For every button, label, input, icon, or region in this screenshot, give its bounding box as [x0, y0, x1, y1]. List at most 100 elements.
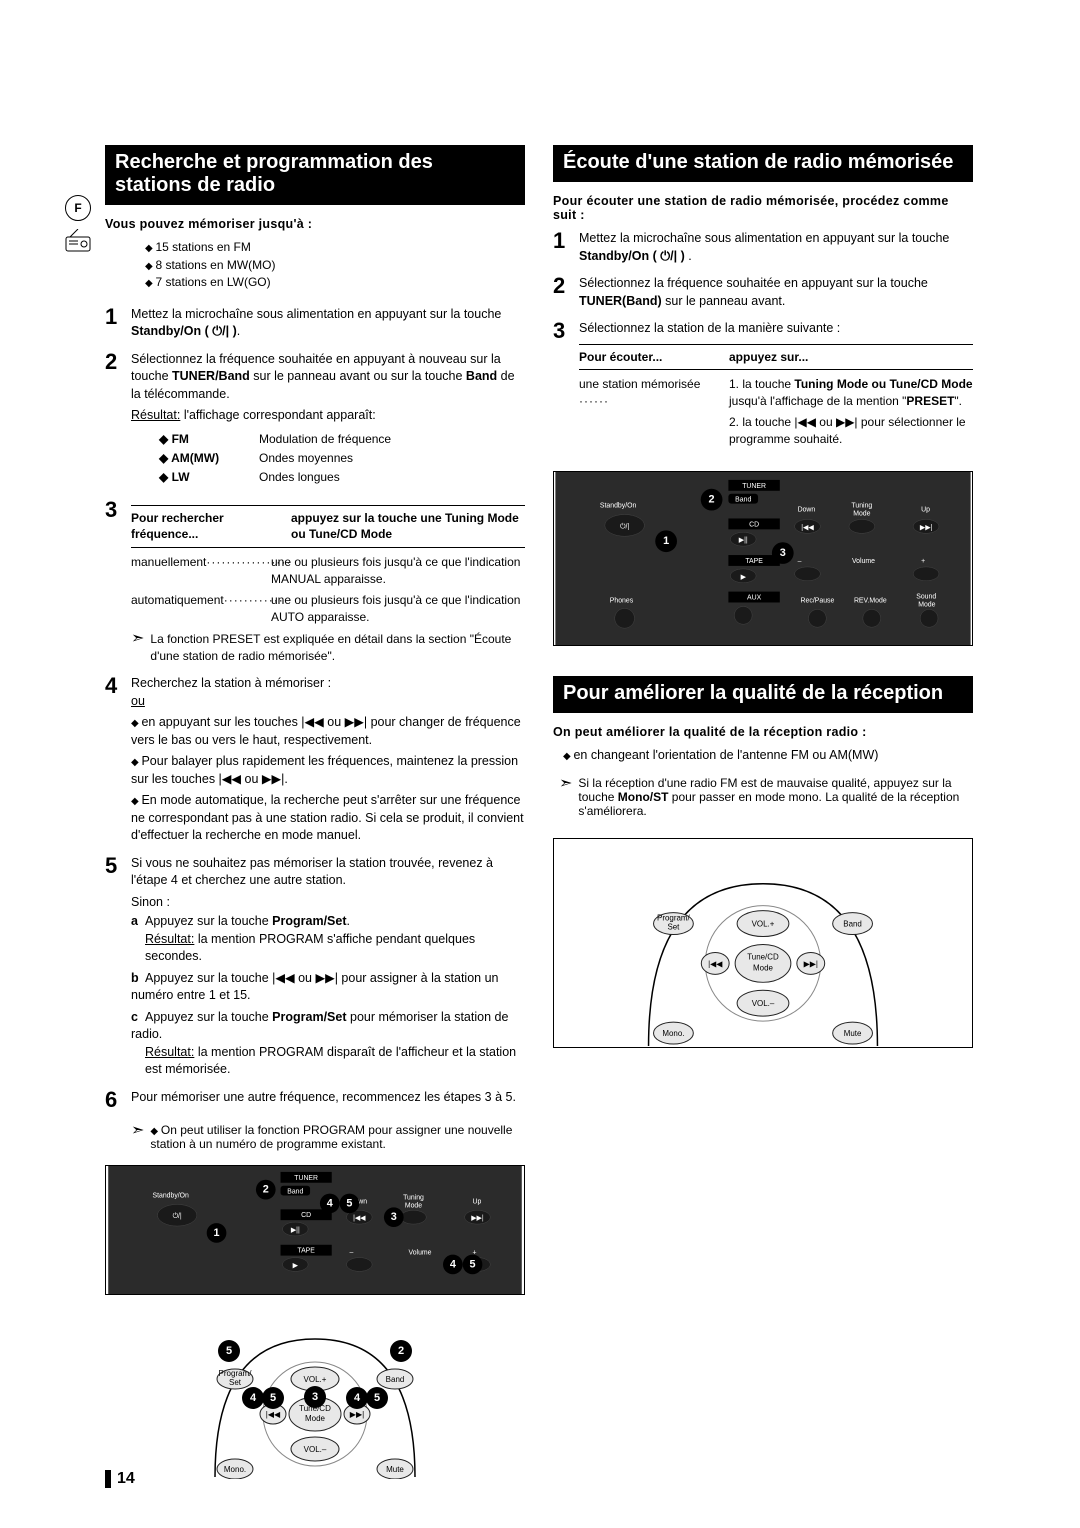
svg-text:3: 3: [312, 1391, 318, 1403]
svg-text:5: 5: [226, 1345, 232, 1357]
col-header: Pour rechercher fréquence...: [131, 510, 291, 544]
svg-text:Mode: Mode: [853, 511, 870, 518]
svg-text:REV.Mode: REV.Mode: [854, 598, 887, 605]
step-bold: Standby/On ( ⏻/| ): [131, 324, 237, 338]
col-header: Pour écouter...: [579, 349, 729, 366]
svg-text:Rec/Pause: Rec/Pause: [801, 598, 835, 605]
svg-text:5: 5: [346, 1197, 352, 1209]
t: Mettez la microchaîne sous alimentation …: [579, 231, 949, 245]
capacity-item: 8 stations en MW(MO): [145, 257, 525, 275]
t: sur le panneau avant ou sur la touche: [250, 369, 466, 383]
result-label: Résultat:: [131, 408, 180, 422]
step-number: 3: [105, 499, 131, 665]
svg-text:VOL.+: VOL.+: [304, 1375, 327, 1384]
k: une station mémorisée: [579, 377, 700, 391]
t: Sélectionnez la fréquence souhaitée en a…: [579, 276, 928, 290]
t: Pour mémoriser une autre fréquence, reco…: [131, 1089, 525, 1111]
svg-text:TAPE: TAPE: [297, 1247, 315, 1254]
svg-text:Program/: Program/: [657, 914, 690, 923]
step-number: 1: [553, 230, 579, 265]
svg-text:4: 4: [354, 1392, 361, 1404]
svg-text:5: 5: [270, 1392, 276, 1404]
col-header: appuyez sur...: [729, 349, 973, 366]
t: ou: [131, 693, 525, 711]
svg-text:1: 1: [663, 536, 669, 548]
svg-text:Tune/CD: Tune/CD: [747, 953, 779, 962]
svg-text:AUX: AUX: [747, 595, 762, 602]
svg-text:VOL.–: VOL.–: [304, 1445, 327, 1454]
svg-text:▶▶|: ▶▶|: [804, 960, 818, 969]
t: 1. la touche: [729, 377, 794, 391]
t: Sinon :: [131, 894, 525, 912]
step-6: 6 Pour mémoriser une autre fréquence, re…: [105, 1089, 525, 1111]
capacity-item: 7 stations en LW(GO): [145, 274, 525, 292]
svg-text:Set: Set: [229, 1378, 242, 1387]
step-4: 4 Recherchez la station à mémoriser : ou…: [105, 675, 525, 845]
svg-text:▶▶|: ▶▶|: [920, 525, 933, 532]
remote-figure-left: VOL.+ VOL.– Tune/CDMode |◀◀ ▶▶| Program/…: [105, 1309, 525, 1479]
v: une ou plusieurs fois jusqu'à ce que l'i…: [271, 554, 525, 588]
svg-text:VOL.+: VOL.+: [752, 920, 775, 929]
svg-text:▶▶|: ▶▶|: [471, 1215, 484, 1222]
step-text: Mettez la microchaîne sous alimentation …: [131, 307, 501, 321]
intro-text: Pour écouter une station de radio mémori…: [553, 194, 973, 222]
r-step-2: 2 Sélectionnez la fréquence souhaitée en…: [553, 275, 973, 310]
note-arrow-icon: ➣: [559, 776, 572, 818]
svg-text:Volume: Volume: [409, 1249, 432, 1256]
svg-text:Band: Band: [386, 1375, 405, 1384]
band-val: Ondes moyennes: [259, 450, 525, 467]
step-number: 6: [105, 1089, 131, 1111]
t: Program/Set: [272, 914, 346, 928]
device-panel-figure-right: TUNER Band CD ▶|| TAPE ▶ AUX Standby/On …: [553, 471, 973, 646]
capacity-list: 15 stations en FM 8 stations en MW(MO) 7…: [105, 239, 525, 292]
svg-text:+: +: [921, 558, 925, 565]
right-column: Écoute d'une station de radio mémorisée …: [553, 145, 973, 1479]
svg-text:2: 2: [398, 1345, 404, 1357]
svg-text:▶▶|: ▶▶|: [350, 1410, 364, 1419]
t: Mono/ST: [618, 790, 669, 804]
svg-text:Up: Up: [473, 1198, 482, 1205]
step-text: .: [237, 324, 240, 338]
svg-text:Down: Down: [798, 507, 816, 514]
svg-text:CD: CD: [301, 1212, 311, 1219]
svg-text:Volume: Volume: [852, 558, 875, 565]
svg-text:–: –: [349, 1249, 353, 1256]
step-number: 4: [105, 675, 131, 845]
k: automatiquement: [131, 593, 224, 607]
svg-text:⏻/|: ⏻/|: [173, 1212, 182, 1220]
note-arrow-icon: ➣: [131, 1123, 144, 1151]
svg-text:Sound: Sound: [916, 594, 936, 601]
r-step-3: 3 Sélectionnez la station de la manière …: [553, 320, 973, 447]
v: une ou plusieurs fois jusqu'à ce que l'i…: [271, 592, 525, 626]
svg-text:▶||: ▶||: [291, 1227, 300, 1234]
svg-text:CD: CD: [749, 522, 759, 529]
language-marker: F: [65, 195, 91, 221]
svg-text:Mode: Mode: [753, 964, 773, 973]
svg-text:▶||: ▶||: [739, 538, 748, 545]
svg-text:3: 3: [391, 1211, 397, 1223]
t: l'affichage correspondant apparaît:: [180, 408, 375, 422]
svg-text:|◀◀: |◀◀: [801, 525, 814, 532]
svg-text:Mute: Mute: [844, 1029, 862, 1038]
k: manuellement: [131, 555, 206, 569]
capacity-item: 15 stations en FM: [145, 239, 525, 257]
step-number: 3: [553, 320, 579, 447]
band-val: Ondes longues: [259, 469, 525, 486]
t: Sélectionnez la station de la manière su…: [579, 320, 973, 338]
t: Appuyez sur la touche |◀◀ ou ▶▶| pour as…: [131, 971, 498, 1003]
svg-text:Program/: Program/: [219, 1369, 253, 1378]
note-arrow-icon: ➣: [131, 631, 144, 665]
step-5: 5 Si vous ne souhaitez pas mémoriser la …: [105, 855, 525, 1079]
col-header: appuyez sur la touche une Tuning Mode ou…: [291, 510, 525, 544]
svg-text:|◀◀: |◀◀: [353, 1215, 366, 1222]
note-text: La fonction PRESET est expliquée en déta…: [150, 631, 525, 665]
svg-text:Mode: Mode: [305, 1414, 326, 1423]
t: 2. la touche |◀◀ ou ▶▶| pour sélectionne…: [729, 414, 973, 448]
band-key: ◆ LW: [159, 469, 259, 486]
note-text: On peut utiliser la fonction PROGRAM pou…: [150, 1123, 512, 1151]
svg-text:▶: ▶: [293, 1262, 299, 1269]
svg-text:Standby/On: Standby/On: [153, 1192, 189, 1199]
t: Recherchez la station à mémoriser :: [131, 675, 525, 693]
t: en changeant l'orientation de l'antenne …: [563, 747, 973, 764]
band-key: ◆ FM: [159, 431, 259, 448]
